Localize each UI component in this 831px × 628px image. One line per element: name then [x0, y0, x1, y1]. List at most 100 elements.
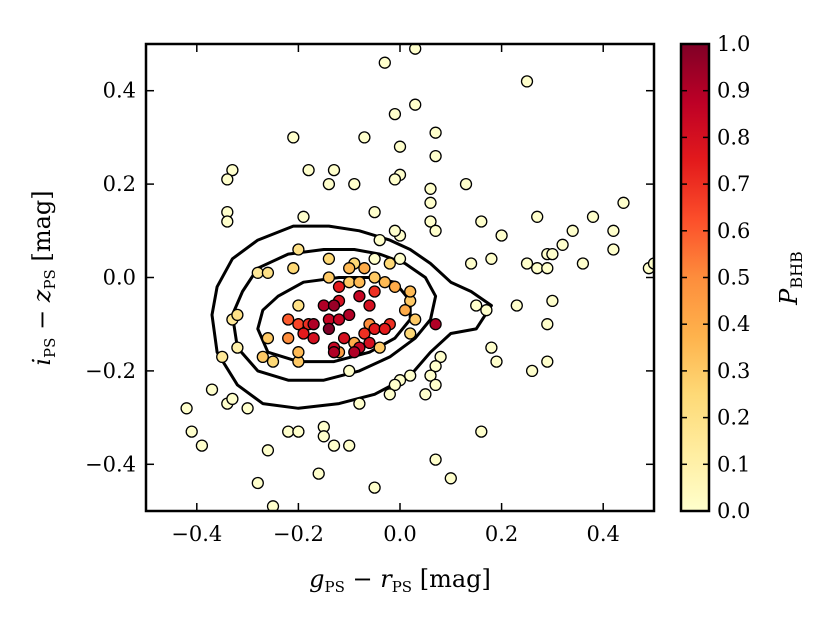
data-point [292, 346, 305, 359]
data-point [287, 262, 300, 275]
data-point [424, 196, 437, 209]
data-point [317, 430, 330, 443]
data-point [495, 229, 508, 242]
data-point [358, 131, 371, 144]
data-point [378, 322, 391, 336]
y-tick-label: 0.4 [103, 79, 136, 103]
data-point [282, 313, 295, 326]
data-point [343, 439, 356, 452]
data-point [541, 262, 554, 275]
data-point [322, 177, 336, 191]
x-tick-label: 0.2 [485, 522, 518, 546]
data-point [388, 107, 402, 121]
data-point [647, 257, 654, 270]
data-point [226, 163, 239, 177]
svg-text:iPS − zPS [mag]: iPS − zPS [mag] [28, 190, 59, 365]
data-point [419, 388, 432, 401]
data-point [302, 163, 315, 177]
data-point [312, 467, 325, 480]
data-point [292, 299, 305, 312]
data-point [485, 341, 498, 354]
data-point [424, 369, 437, 382]
data-point [429, 224, 442, 237]
data-point [327, 163, 341, 177]
colorbar-tick-label: 0.6 [717, 219, 750, 243]
plot-content [180, 44, 654, 511]
data-point [353, 276, 366, 289]
data-point [353, 290, 366, 303]
data-point [332, 313, 346, 326]
data-point [348, 177, 361, 191]
data-point [475, 215, 488, 228]
y-tick-label: 0.0 [103, 266, 136, 290]
data-point [393, 252, 407, 265]
data-point [226, 392, 239, 406]
data-point [485, 252, 498, 265]
data-point [251, 266, 264, 279]
data-point [221, 215, 234, 228]
data-point [327, 439, 341, 452]
data-point [266, 355, 280, 368]
data-point [297, 327, 310, 340]
xlabel-minus: − [345, 565, 380, 593]
data-point [322, 322, 336, 336]
xlabel-g-sub: PS [324, 578, 344, 596]
data-point [205, 383, 219, 396]
y-axis-label: iPS − zPS [mag] [28, 190, 59, 365]
contour-outer [210, 224, 493, 410]
data-point [541, 318, 554, 331]
data-point [383, 388, 396, 401]
colorbar-tick-label: 0.0 [717, 499, 750, 523]
data-point [510, 299, 523, 312]
colorbar-label-p: P [775, 288, 803, 306]
colorbar-tick-label: 0.3 [717, 359, 750, 383]
data-point [378, 56, 391, 69]
data-point [556, 238, 569, 251]
data-point [292, 243, 305, 256]
data-point [221, 173, 234, 186]
data-point [607, 243, 620, 256]
colorbar-label-sub: BHB [787, 251, 806, 288]
data-point [525, 364, 539, 378]
data-point [531, 210, 544, 223]
data-point [368, 322, 381, 336]
data-point [424, 215, 437, 228]
data-point [256, 350, 269, 364]
data-point [617, 196, 630, 209]
data-point [363, 299, 376, 312]
data-point [388, 280, 402, 293]
data-point [241, 402, 254, 415]
colorbar-tick-label: 0.7 [717, 172, 750, 196]
data-point [459, 177, 473, 191]
data-point [322, 252, 336, 265]
colorbar: 0.0 0.1 0.2 0.3 0.4 0.5 0.6 0.7 0.8 0.9 1.0 [679, 32, 750, 523]
contour-middle [230, 248, 438, 382]
data-point [424, 182, 437, 195]
data-point [368, 252, 381, 265]
data-point [185, 425, 198, 438]
xlabel-g: g [309, 565, 324, 593]
ylabel-minus: − [28, 302, 56, 337]
data-point [546, 247, 559, 261]
data-point [231, 308, 244, 322]
data-point [429, 149, 442, 163]
data-point [292, 425, 305, 438]
data-point [216, 350, 229, 364]
data-point [444, 472, 457, 485]
data-point [576, 257, 590, 270]
data-point [388, 224, 402, 237]
data-point [429, 318, 442, 331]
data-point [368, 285, 381, 298]
data-point [546, 294, 559, 308]
colorbar-tick-label: 0.8 [717, 125, 750, 149]
svg-text:gPS − rPS [mag]: gPS − rPS [mag] [309, 565, 491, 596]
data-point [475, 425, 488, 438]
svg-text:PBHB: PBHB [775, 251, 806, 306]
x-tick-label: 0.0 [383, 522, 416, 546]
colorbar-tick-label: 0.1 [717, 452, 750, 476]
colorbar-tick-label: 0.9 [717, 79, 750, 103]
data-point [393, 140, 407, 153]
data-point [231, 341, 244, 354]
data-point [261, 444, 275, 457]
